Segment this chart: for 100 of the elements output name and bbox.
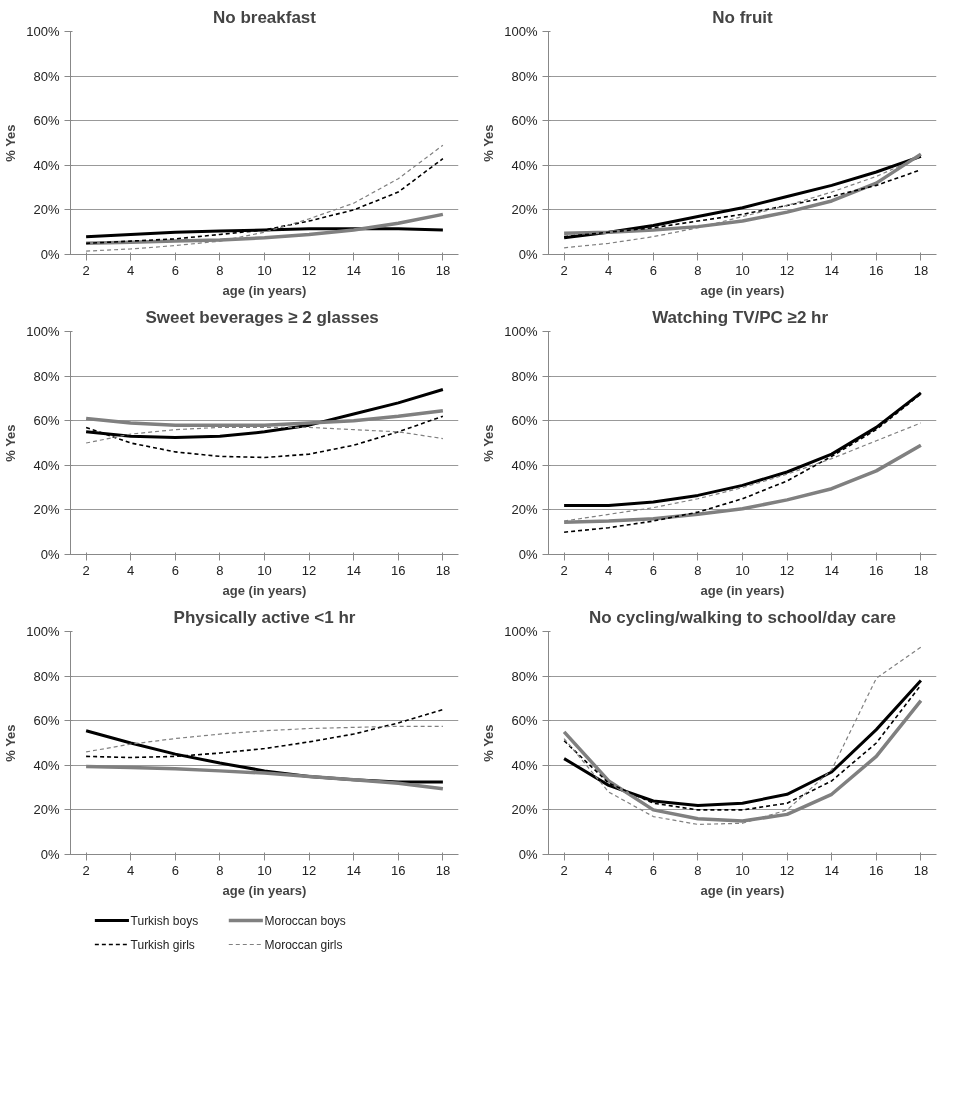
x-tick-label: 6 bbox=[649, 862, 657, 878]
x-tick-label: 8 bbox=[694, 862, 702, 878]
x-tick-label: 8 bbox=[216, 262, 224, 278]
x-tick-label: 14 bbox=[824, 562, 839, 578]
x-tick-label: 10 bbox=[257, 862, 272, 878]
x-tick-label: 12 bbox=[779, 562, 795, 578]
y-tick-label: 0% bbox=[518, 247, 538, 262]
chart-title: Watching TV/PC ≥2 hr bbox=[652, 307, 829, 327]
y-tick-label: 40% bbox=[511, 457, 538, 473]
x-tick-label: 6 bbox=[649, 262, 657, 278]
y-tick-label: 20% bbox=[33, 802, 60, 818]
y-tick-label: 0% bbox=[40, 847, 60, 862]
y-tick-label: 60% bbox=[33, 413, 60, 429]
y-tick-label: 40% bbox=[33, 757, 60, 773]
y-tick-label: 0% bbox=[40, 247, 60, 262]
y-tick-label: 40% bbox=[511, 757, 538, 773]
y-tick-label: 100% bbox=[26, 24, 60, 39]
chart-title: No breakfast bbox=[213, 7, 317, 27]
legend-label: Moroccan girls bbox=[264, 937, 343, 952]
y-tick-label: 80% bbox=[33, 368, 60, 384]
x-axis-title: age (in years) bbox=[222, 282, 307, 298]
x-tick-label: 12 bbox=[301, 862, 317, 878]
x-tick-label: 12 bbox=[779, 262, 795, 278]
x-tick-label: 4 bbox=[605, 862, 613, 878]
x-tick-label: 4 bbox=[127, 562, 135, 578]
x-tick-label: 16 bbox=[391, 262, 406, 278]
legend-label: Turkish girls bbox=[130, 937, 195, 952]
x-axis-title: age (in years) bbox=[222, 882, 307, 898]
y-tick-label: 40% bbox=[33, 457, 60, 473]
x-axis-title: age (in years) bbox=[700, 882, 785, 898]
y-tick-label: 80% bbox=[511, 68, 538, 84]
y-tick-label: 100% bbox=[504, 624, 538, 639]
x-axis-title: age (in years) bbox=[700, 582, 785, 598]
y-tick-label: 20% bbox=[511, 502, 538, 518]
y-axis-title: % Yes bbox=[481, 724, 497, 762]
y-tick-label: 100% bbox=[26, 324, 60, 339]
x-tick-label: 2 bbox=[82, 262, 90, 278]
x-tick-label: 6 bbox=[649, 562, 657, 578]
y-tick-label: 80% bbox=[511, 368, 538, 384]
y-tick-label: 40% bbox=[511, 157, 538, 173]
y-tick-label: 20% bbox=[511, 802, 538, 818]
x-axis-title: age (in years) bbox=[700, 282, 785, 298]
x-tick-label: 8 bbox=[694, 262, 702, 278]
y-axis-title: % Yes bbox=[481, 424, 497, 462]
x-tick-label: 18 bbox=[913, 862, 929, 878]
y-tick-label: 0% bbox=[518, 847, 538, 862]
x-tick-label: 16 bbox=[869, 562, 884, 578]
chart-title: No fruit bbox=[712, 7, 774, 27]
y-tick-label: 100% bbox=[504, 24, 538, 39]
x-tick-label: 12 bbox=[779, 862, 795, 878]
y-tick-label: 20% bbox=[33, 502, 60, 518]
x-tick-label: 2 bbox=[560, 262, 568, 278]
y-tick-label: 100% bbox=[504, 324, 538, 339]
x-tick-label: 4 bbox=[605, 562, 613, 578]
x-axis-title: age (in years) bbox=[222, 582, 307, 598]
x-tick-label: 16 bbox=[391, 862, 406, 878]
y-tick-label: 60% bbox=[511, 413, 538, 429]
x-tick-label: 10 bbox=[735, 562, 750, 578]
chart-title: Physically active <1 hr bbox=[173, 607, 356, 627]
x-tick-label: 2 bbox=[560, 562, 568, 578]
x-tick-label: 8 bbox=[216, 562, 224, 578]
x-tick-label: 16 bbox=[869, 262, 884, 278]
x-tick-label: 16 bbox=[391, 562, 406, 578]
y-tick-label: 80% bbox=[33, 668, 60, 684]
y-tick-label: 20% bbox=[511, 202, 538, 218]
x-tick-label: 4 bbox=[127, 262, 135, 278]
y-tick-label: 0% bbox=[518, 547, 538, 562]
y-tick-label: 20% bbox=[33, 202, 60, 218]
x-tick-label: 8 bbox=[694, 562, 702, 578]
x-tick-label: 2 bbox=[82, 862, 90, 878]
x-tick-label: 2 bbox=[82, 562, 90, 578]
x-tick-label: 10 bbox=[257, 562, 272, 578]
x-tick-label: 6 bbox=[171, 862, 179, 878]
x-tick-label: 18 bbox=[435, 562, 451, 578]
x-tick-label: 14 bbox=[346, 862, 361, 878]
y-axis-title: % Yes bbox=[481, 124, 497, 162]
y-tick-label: 40% bbox=[33, 157, 60, 173]
x-tick-label: 14 bbox=[824, 262, 839, 278]
x-tick-label: 12 bbox=[301, 562, 317, 578]
y-tick-label: 60% bbox=[511, 713, 538, 729]
y-tick-label: 80% bbox=[33, 68, 60, 84]
x-tick-label: 18 bbox=[435, 862, 451, 878]
y-tick-label: 100% bbox=[26, 624, 60, 639]
y-tick-label: 60% bbox=[33, 113, 60, 129]
x-tick-label: 16 bbox=[869, 862, 884, 878]
x-tick-label: 12 bbox=[301, 262, 317, 278]
chart-title: No cycling/walking to school/day care bbox=[588, 607, 897, 627]
x-tick-label: 14 bbox=[346, 562, 361, 578]
y-tick-label: 0% bbox=[40, 547, 60, 562]
x-tick-label: 10 bbox=[257, 262, 272, 278]
y-axis-title: % Yes bbox=[3, 424, 19, 462]
legend-label: Moroccan boys bbox=[264, 913, 346, 928]
x-tick-label: 6 bbox=[171, 262, 179, 278]
y-tick-label: 80% bbox=[511, 668, 538, 684]
x-tick-label: 10 bbox=[735, 262, 750, 278]
y-axis-title: % Yes bbox=[3, 724, 19, 762]
x-tick-label: 2 bbox=[560, 862, 568, 878]
legend-label: Turkish boys bbox=[130, 913, 199, 928]
x-tick-label: 18 bbox=[913, 562, 929, 578]
x-tick-label: 4 bbox=[127, 862, 135, 878]
